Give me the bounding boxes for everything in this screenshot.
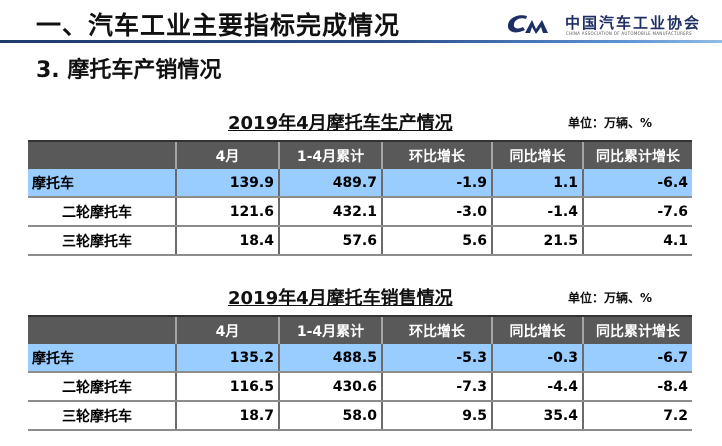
column-header: 同比增长 — [491, 140, 583, 169]
table-header-row: 4月 1-4月累计 环比增长 同比增长 同比累计增长 — [28, 140, 692, 169]
section-subtitle: 3. 摩托车产销情况 — [36, 58, 222, 83]
cell: -5.3 — [381, 344, 492, 373]
cell: -3.0 — [381, 197, 492, 227]
table-row: 摩托车 139.9 489.7 -1.9 1.1 -6.4 — [28, 169, 692, 198]
column-header — [28, 315, 176, 344]
row-label: 摩托车 — [28, 169, 176, 198]
column-header: 同比累计增长 — [582, 140, 692, 169]
table-header-row: 4月 1-4月累计 环比增长 同比增长 同比累计增长 — [28, 315, 692, 344]
cell: -1.4 — [491, 197, 583, 227]
cell: 18.7 — [175, 401, 279, 431]
column-header: 4月 — [175, 140, 279, 169]
cell: -7.3 — [381, 372, 492, 402]
cell: 488.5 — [278, 344, 382, 373]
table-row: 摩托车 135.2 488.5 -5.3 -0.3 -6.7 — [28, 344, 692, 373]
cell: -6.4 — [582, 169, 692, 198]
sales-table: 4月 1-4月累计 环比增长 同比增长 同比累计增长 摩托车 135.2 488… — [28, 315, 692, 431]
cell: 57.6 — [278, 226, 382, 256]
column-header: 同比增长 — [491, 315, 583, 344]
logo-name-cn: 中国汽车工业协会 — [565, 14, 702, 32]
page-title: 一、汽车工业主要指标完成情况 — [36, 11, 401, 40]
caam-logo-icon — [507, 15, 548, 34]
table-row: 二轮摩托车 121.6 432.1 -3.0 -1.4 -7.6 — [28, 197, 692, 227]
row-label: 二轮摩托车 — [28, 197, 176, 227]
column-header: 4月 — [175, 315, 279, 344]
cell: 432.1 — [278, 197, 382, 227]
cell: 430.6 — [278, 372, 382, 402]
cell: 58.0 — [278, 401, 382, 431]
production-table: 4月 1-4月累计 环比增长 同比增长 同比累计增长 摩托车 139.9 489… — [28, 140, 692, 256]
header-divider — [0, 40, 722, 43]
table-row: 二轮摩托车 116.5 430.6 -7.3 -4.4 -8.4 — [28, 372, 692, 402]
cell: 9.5 — [381, 401, 492, 431]
cell: -8.4 — [582, 372, 692, 402]
column-header: 环比增长 — [381, 315, 492, 344]
cell: 4.1 — [582, 226, 692, 256]
column-header: 1-4月累计 — [278, 140, 382, 169]
cell: -0.3 — [491, 344, 583, 373]
production-unit-label: 单位：万辆、% — [568, 116, 653, 130]
cell: -4.4 — [491, 372, 583, 402]
cell: -6.7 — [582, 344, 692, 373]
column-header: 1-4月累计 — [278, 315, 382, 344]
cell: 35.4 — [491, 401, 583, 431]
column-header: 同比累计增长 — [582, 315, 692, 344]
row-label: 摩托车 — [28, 344, 176, 373]
cell: 21.5 — [491, 226, 583, 256]
row-label: 二轮摩托车 — [28, 372, 176, 402]
cell: 116.5 — [175, 372, 279, 402]
logo-name-en: CHINA ASSOCIATION OF AUTOMOBILE MANUFACT… — [566, 31, 692, 36]
cell: 139.9 — [175, 169, 279, 198]
cell: -1.9 — [381, 169, 492, 198]
table-row: 三轮摩托车 18.7 58.0 9.5 35.4 7.2 — [28, 401, 692, 431]
caam-logo: 中国汽车工业协会 CHINA ASSOCIATION OF AUTOMOBILE… — [505, 9, 720, 39]
sales-unit-label: 单位：万辆、% — [568, 291, 653, 305]
cell: 135.2 — [175, 344, 279, 373]
sales-table-title: 2019年4月摩托车销售情况 — [228, 288, 453, 309]
cell: 1.1 — [491, 169, 583, 198]
row-label: 三轮摩托车 — [28, 401, 176, 431]
cell: 489.7 — [278, 169, 382, 198]
column-header: 环比增长 — [381, 140, 492, 169]
table-row: 三轮摩托车 18.4 57.6 5.6 21.5 4.1 — [28, 226, 692, 256]
cell: -7.6 — [582, 197, 692, 227]
column-header — [28, 140, 176, 169]
row-label: 三轮摩托车 — [28, 226, 176, 256]
cell: 5.6 — [381, 226, 492, 256]
production-table-title: 2019年4月摩托车生产情况 — [228, 113, 453, 134]
cell: 18.4 — [175, 226, 279, 256]
cell: 121.6 — [175, 197, 279, 227]
cell: 7.2 — [582, 401, 692, 431]
